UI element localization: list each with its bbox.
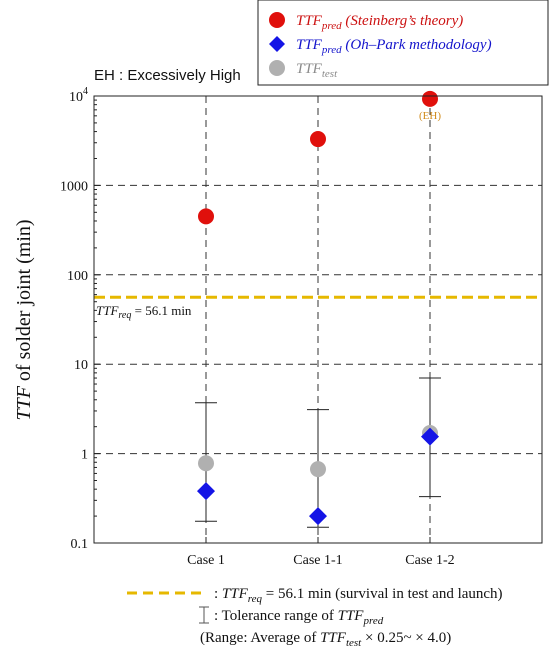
legend-marker-steinberg bbox=[269, 12, 285, 28]
legend-marker-test bbox=[269, 60, 285, 76]
tolerance-symbol bbox=[199, 606, 209, 624]
y-tick-label: 104 bbox=[69, 86, 88, 105]
circle-marker-steinberg bbox=[198, 208, 214, 225]
data-markers: (EH) bbox=[197, 90, 441, 526]
y-tick-label: 0.1 bbox=[71, 537, 89, 552]
bottom-legend-line3: (Range: Average of TTFtest × 0.25~ × 4.0… bbox=[200, 630, 451, 649]
y-tick-label: 10 bbox=[74, 358, 88, 373]
diamond-marker-ohpark bbox=[309, 507, 327, 526]
x-tick-label: Case 1-1 bbox=[293, 553, 342, 568]
bottom-legend-line2: : Tolerance range of TTFpred bbox=[214, 608, 384, 627]
legend-marker-ohpark bbox=[269, 36, 285, 52]
circle-marker-steinberg bbox=[310, 131, 326, 148]
legend: TTFpred (Steinberg’s theory) TTFpred (Oh… bbox=[257, 0, 549, 86]
y-tick-label: 1000 bbox=[60, 179, 88, 194]
legend-label-ohpark: TTFpred (Oh–Park methodology) bbox=[296, 37, 492, 56]
diamond-marker-ohpark bbox=[197, 482, 215, 501]
circle-marker-test bbox=[198, 455, 214, 472]
y-tick-label: 100 bbox=[67, 269, 88, 284]
eh-note: EH : Excessively High bbox=[94, 67, 241, 84]
diamond-marker-ohpark bbox=[421, 427, 439, 446]
y-tick-label: 1 bbox=[81, 448, 88, 463]
circle-marker-steinberg bbox=[422, 90, 438, 107]
legend-label-test: TTFtest bbox=[296, 61, 338, 80]
bottom-legend-line1: : TTFreq = 56.1 min (survival in test an… bbox=[214, 586, 503, 605]
legend-label-steinberg: TTFpred (Steinberg’s theory) bbox=[296, 13, 463, 32]
x-tick-label: Case 1 bbox=[187, 553, 225, 568]
y-axis-label: TTF of solder joint (min) bbox=[13, 219, 35, 420]
bottom-legend: : TTFreq = 56.1 min (survival in test an… bbox=[127, 586, 503, 649]
circle-marker-test bbox=[310, 461, 326, 478]
legend-box bbox=[257, 0, 549, 86]
x-tick-label: Case 1-2 bbox=[405, 553, 454, 568]
reference-line-group: TTFreq = 56.1 min bbox=[94, 295, 542, 321]
eh-annotation: (EH) bbox=[419, 110, 441, 122]
axis-ticks: 0.1 1 10 100 1000 104 Case 1 Case 1-1 Case 1-2 bbox=[60, 86, 455, 568]
reference-line-label: TTFreq = 56.1 min bbox=[96, 303, 192, 321]
